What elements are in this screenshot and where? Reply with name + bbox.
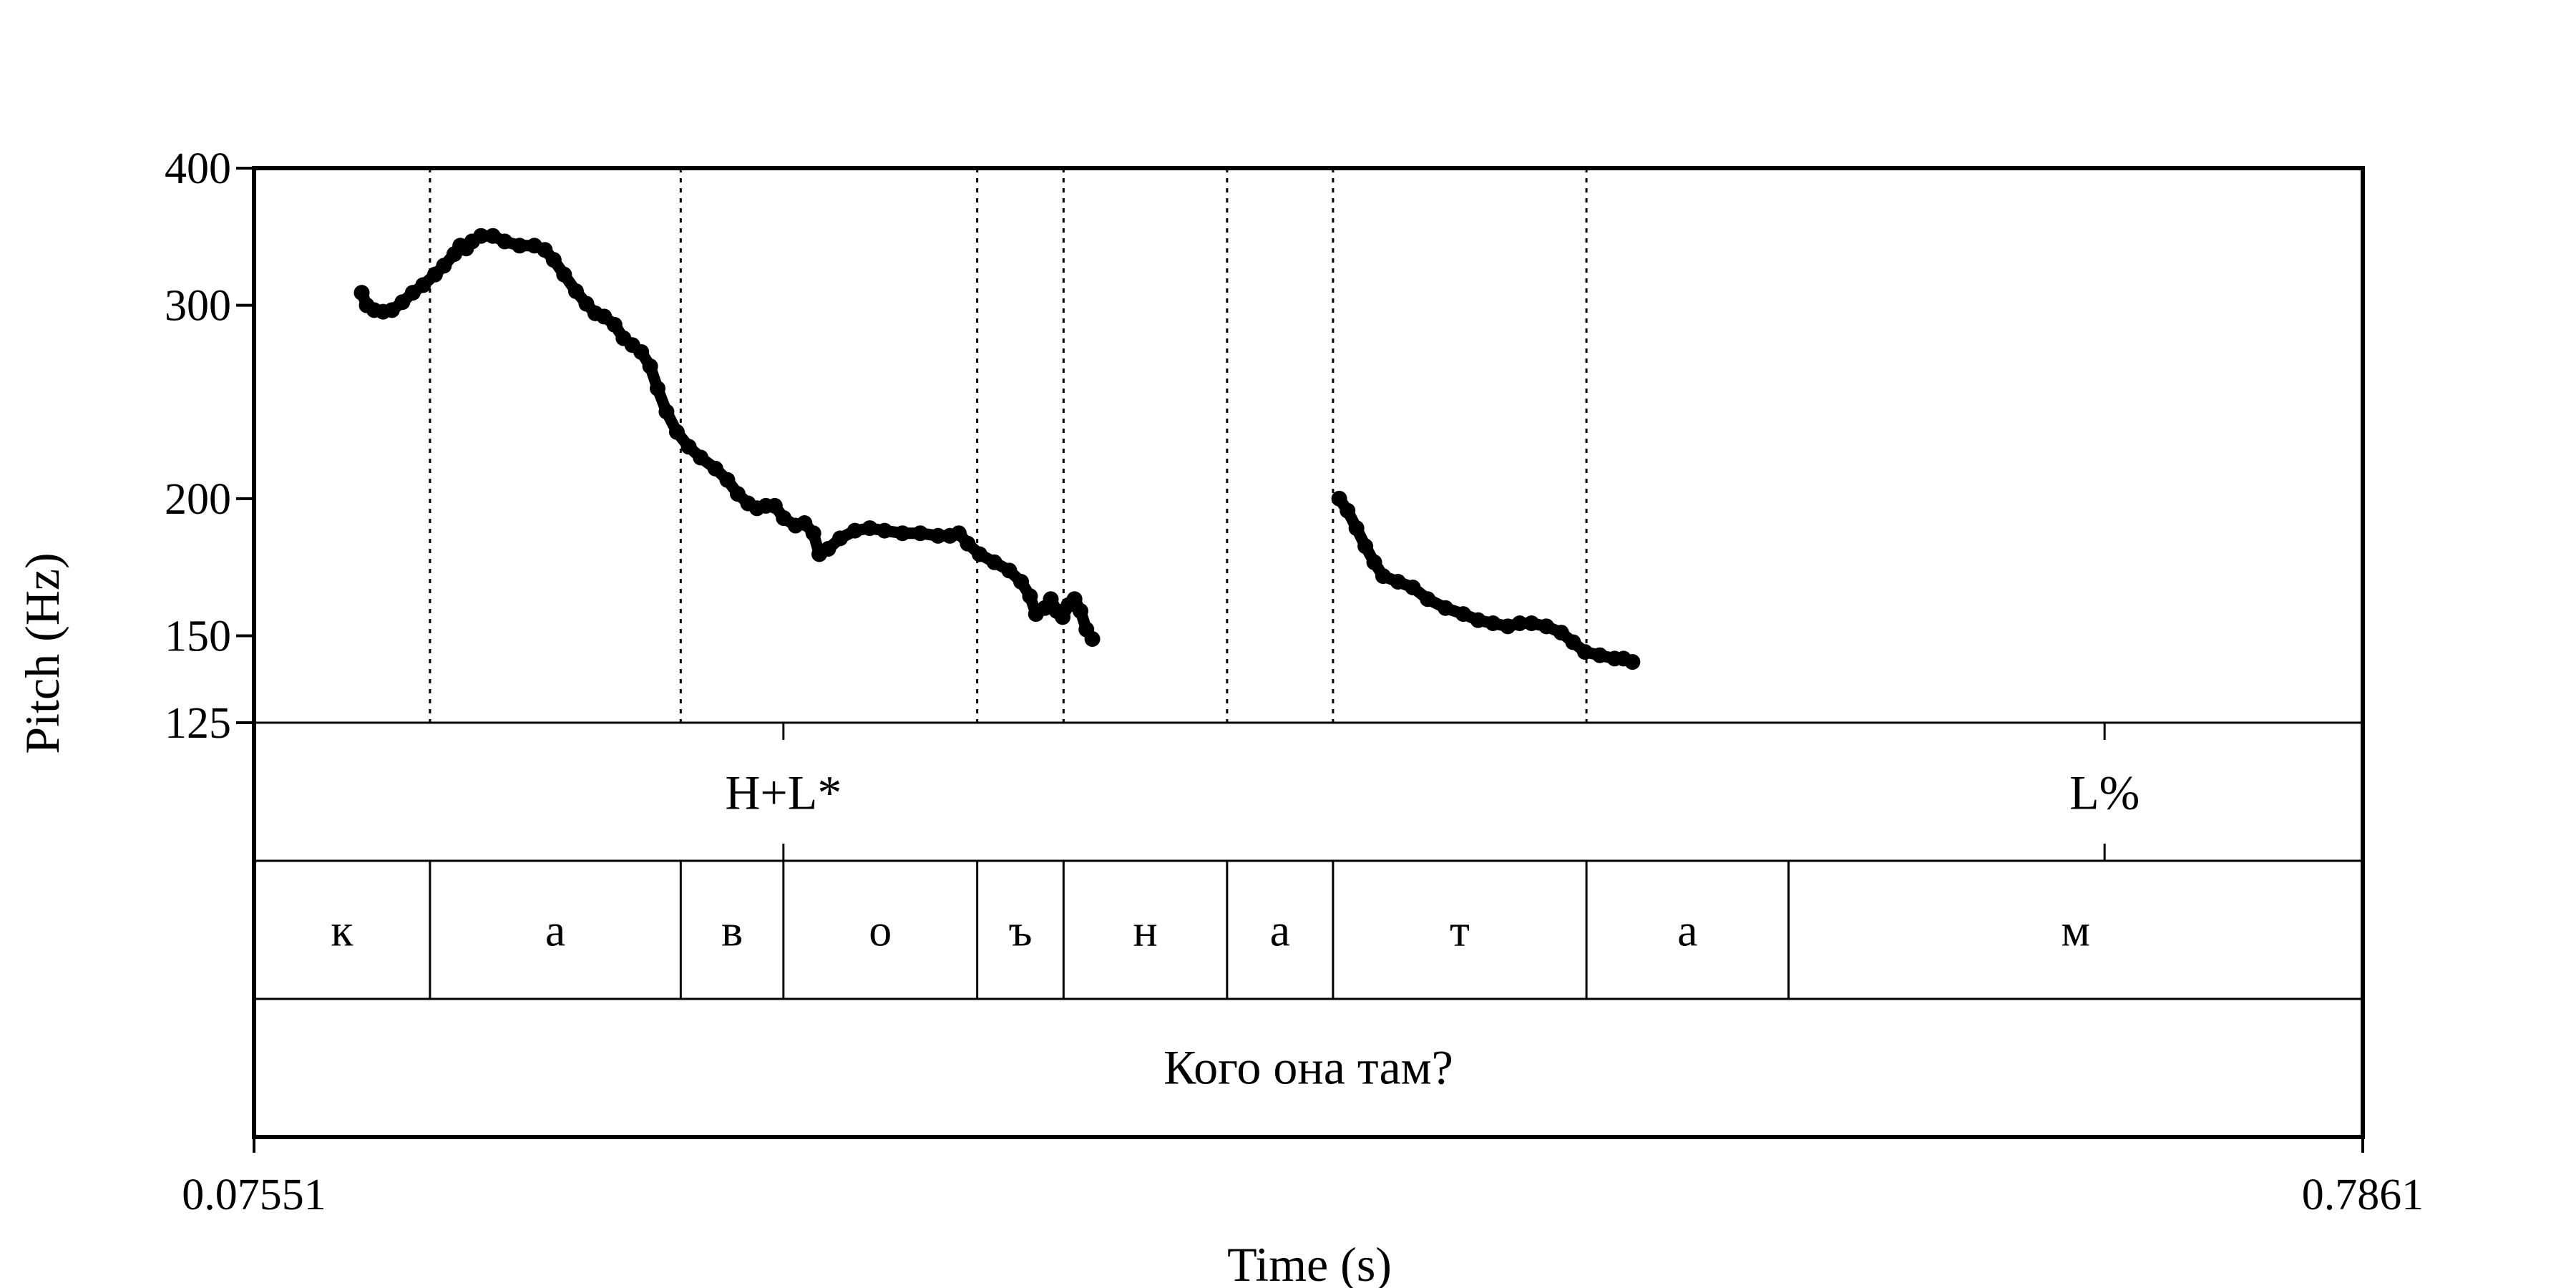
pitch-point (1538, 618, 1555, 635)
pitch-point (649, 380, 665, 396)
pitch-point (556, 266, 572, 283)
plot-frame (252, 166, 2365, 1139)
x-tick-label: 0.7861 (2302, 1171, 2424, 1219)
pitch-point (1511, 615, 1528, 631)
chart-frame (252, 166, 2365, 1139)
pitch-point (877, 522, 893, 539)
segment-label: к (331, 905, 353, 956)
segment-label: а (545, 905, 565, 956)
pitch-point (1340, 502, 1356, 519)
pitch-point (1523, 615, 1540, 631)
pitch-point (862, 520, 878, 537)
pitch-point (1455, 606, 1471, 623)
y-tick-label: 125 (165, 699, 231, 748)
pitch-point (473, 228, 489, 244)
pitch-point (1565, 634, 1581, 650)
pitch-point (394, 294, 411, 311)
pitch-point (1022, 588, 1038, 605)
sentence-label: Кого она там? (1163, 1040, 1453, 1095)
pitch-point (1366, 554, 1382, 570)
segment-label: н (1133, 905, 1157, 956)
interval-boundary-lines (429, 168, 1588, 723)
segment-label: о (869, 905, 892, 956)
pitch-point (719, 472, 736, 488)
pitch-point (1055, 609, 1071, 625)
pitch-point (1357, 538, 1374, 555)
pitch-point (960, 535, 976, 552)
pitch-point (1072, 602, 1088, 619)
tone-label: L% (2069, 766, 2140, 820)
pitch-point (436, 258, 452, 274)
pitch-point (1577, 644, 1594, 660)
pitch-point (1553, 625, 1569, 641)
pitch-point (668, 424, 685, 440)
pitch-point (1043, 591, 1059, 608)
pitch-point (1405, 579, 1421, 595)
pitch-point (1438, 600, 1454, 616)
pitch-point (693, 449, 709, 466)
y-tick-label: 400 (165, 145, 231, 193)
pitch-point (1420, 591, 1436, 608)
pitch-point (894, 525, 911, 542)
pitch-point (1084, 630, 1101, 647)
segment-label: а (1677, 905, 1697, 956)
pitch-point (930, 527, 946, 544)
pitch-point (1500, 618, 1516, 635)
pitch-point (1485, 615, 1501, 631)
pitch-point (497, 233, 513, 250)
pitch-point (1591, 647, 1608, 663)
pitch-point (658, 404, 675, 420)
y-axis-ticks: 125 150 200 300 400 (165, 145, 254, 748)
pitch-point (1013, 574, 1030, 590)
segment-label: м (2062, 905, 2091, 956)
pitch-point (805, 525, 821, 542)
pitch-point (971, 546, 987, 562)
pitch-point (415, 277, 431, 293)
pitch-point (766, 497, 783, 514)
pitch-point (820, 541, 836, 557)
y-tick-label: 150 (165, 613, 231, 661)
pitch-point (633, 343, 650, 360)
pitch-point (484, 228, 501, 244)
x-axis-ticks: 0.07551 0.7861 (182, 1137, 2424, 1219)
pitch-point (707, 460, 723, 477)
y-tick-label: 300 (165, 282, 231, 331)
pitch-point (1331, 490, 1347, 507)
x-tick-label: 0.07551 (182, 1171, 326, 1219)
pitch-point (567, 283, 584, 299)
pitch-point (353, 285, 370, 301)
segment-label: а (1270, 905, 1290, 956)
segment-label: в (721, 905, 743, 956)
pitch-point (950, 525, 967, 542)
pitch-series (353, 228, 1641, 670)
segment-label: т (1450, 905, 1470, 956)
pitch-point (642, 358, 658, 374)
pitch-point (1390, 574, 1406, 590)
tone-label: H+L* (725, 766, 841, 820)
pitch-point (796, 515, 813, 532)
pitch-point (1624, 654, 1641, 670)
textgrid-tiers: H+L* L% к а в о ъ н а т а м Кого она там? (331, 723, 2140, 1095)
pitch-point (847, 522, 863, 539)
x-axis-title: Time (s) (1227, 1237, 1392, 1288)
pitch-point (832, 530, 849, 547)
pitch-point (912, 525, 929, 542)
pitch-point (1470, 612, 1486, 628)
segment-label: ъ (1008, 905, 1032, 956)
pitch-point (986, 554, 1002, 570)
pitch-point (1001, 562, 1018, 579)
y-axis-title: Pitch (Hz) (15, 552, 69, 753)
pitch-point (680, 439, 697, 455)
y-tick-label: 200 (165, 475, 231, 524)
pitch-point (776, 510, 792, 527)
pitch-point (729, 486, 746, 502)
pitch-point (512, 238, 528, 254)
pitch-point (1375, 568, 1391, 585)
pitch-contour (356, 230, 1098, 645)
pitch-point (1348, 520, 1365, 537)
pitch-point (606, 316, 623, 333)
pitch-point (545, 252, 562, 268)
pitch-point (1066, 591, 1083, 608)
